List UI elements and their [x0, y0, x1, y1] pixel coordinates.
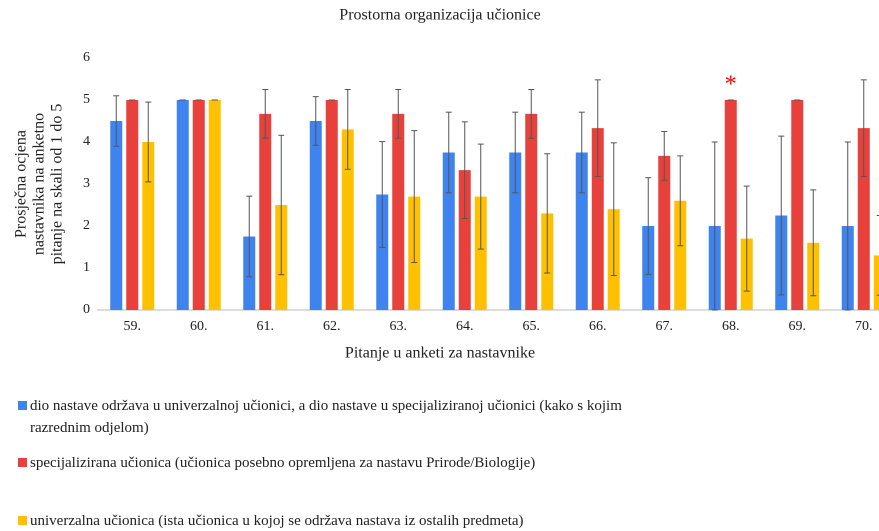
y-tick-label: 2 — [83, 218, 90, 233]
x-tick-label: 70. — [855, 319, 873, 334]
x-tick-label: 67. — [656, 319, 674, 334]
error-bar — [594, 79, 601, 177]
x-tick-label: 62. — [323, 319, 341, 334]
error-bar — [246, 195, 253, 278]
error-bar — [544, 153, 551, 274]
bar — [575, 152, 588, 310]
error-bar — [661, 131, 668, 181]
bar — [857, 128, 870, 310]
bar — [674, 200, 687, 310]
y-axis-label: Prosječna ocjena — [13, 130, 30, 238]
error-bar — [778, 135, 785, 296]
bar — [176, 100, 189, 310]
error-bar — [477, 143, 484, 250]
legend-swatch — [18, 516, 27, 525]
error-bar — [145, 101, 152, 183]
error-bar — [578, 111, 585, 194]
bar — [309, 121, 322, 310]
error-bar — [860, 79, 867, 177]
error-bar — [113, 95, 120, 147]
x-tick-label: 63. — [390, 319, 408, 334]
y-tick-label: 5 — [83, 92, 90, 107]
error-bar — [876, 215, 879, 296]
y-axis-label: nastavnika na anketno — [31, 113, 48, 255]
error-bar — [344, 89, 351, 170]
x-tick-label: 69. — [789, 319, 807, 334]
x-axis-label: Pitanje u anketi za nastavnike — [345, 345, 535, 362]
error-bar — [395, 89, 402, 139]
legend-label: dio nastave održava u univerzalnoj učion… — [30, 398, 622, 436]
legend-entry: dio nastave održava u univerzalnoj učion… — [18, 395, 630, 439]
chart: Prostorna organizacija učionice Pitanje … — [13, 7, 879, 362]
bar — [474, 196, 487, 310]
legend-swatch — [18, 458, 27, 467]
error-bar — [512, 111, 519, 194]
error-bar — [411, 130, 418, 264]
bar — [525, 113, 538, 310]
error-bar — [810, 189, 817, 297]
x-tick-label: 60. — [190, 319, 208, 334]
y-tick-label: 0 — [83, 302, 90, 317]
bar — [442, 152, 455, 310]
error-bar — [262, 89, 269, 139]
error-bar — [844, 141, 851, 311]
bar — [208, 100, 221, 310]
legend-swatch — [18, 401, 27, 410]
y-axis-label: pitanje na skali od 1 do 5 — [49, 104, 66, 265]
x-tick-label: 66. — [589, 319, 607, 334]
error-bar — [677, 155, 684, 247]
bar — [392, 113, 405, 310]
y-tick-label: 1 — [83, 260, 90, 275]
bar — [110, 121, 123, 310]
bar — [658, 155, 671, 310]
error-bar — [445, 111, 452, 194]
error-bar — [278, 134, 285, 276]
error-bar — [645, 177, 652, 275]
bar — [126, 100, 139, 310]
y-tick-label: 4 — [83, 134, 90, 149]
error-bar — [461, 121, 468, 219]
chart-title: Prostorna organizacija učionice — [339, 7, 540, 24]
x-tick-label: 59. — [124, 319, 142, 334]
bar — [458, 170, 471, 310]
y-tick-label: 6 — [83, 50, 90, 65]
error-bar — [379, 141, 386, 248]
legend-label: specijalizirana učionica (učionica poseb… — [30, 455, 536, 471]
error-bar — [312, 96, 319, 146]
error-bar — [528, 89, 535, 139]
legend-entry: univerzalna učionica (ista učionica u ko… — [18, 510, 630, 531]
bar — [259, 113, 272, 310]
x-tick-label: 65. — [523, 319, 541, 334]
bar — [873, 255, 879, 310]
annotation: * — [725, 72, 737, 98]
bar — [192, 100, 205, 310]
bar — [325, 100, 338, 310]
error-bar — [711, 141, 718, 311]
legend-entry: specijalizirana učionica (učionica poseb… — [18, 452, 630, 474]
x-tick-label: 68. — [722, 319, 740, 334]
bar — [509, 152, 522, 310]
bar — [791, 100, 804, 310]
bar — [724, 100, 737, 310]
y-tick-label: 3 — [83, 176, 90, 191]
error-bar — [610, 142, 617, 277]
legend-label: univerzalna učionica (ista učionica u ko… — [30, 513, 524, 529]
bar — [376, 194, 389, 310]
x-tick-label: 64. — [456, 319, 474, 334]
bar — [142, 142, 155, 310]
x-tick-label: 61. — [257, 319, 275, 334]
bar — [341, 129, 354, 310]
error-bar — [743, 185, 750, 292]
bar — [591, 128, 604, 310]
